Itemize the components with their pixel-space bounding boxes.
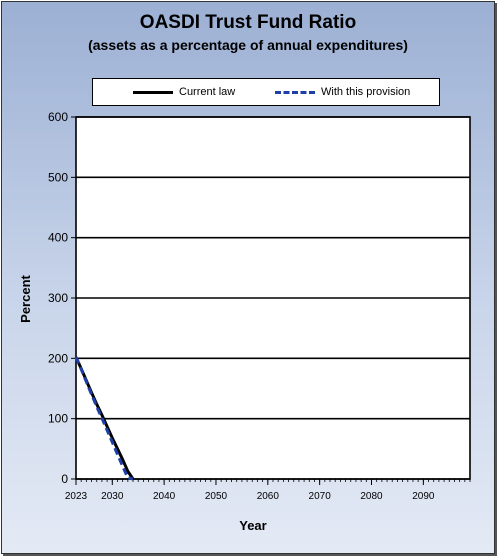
x-tick-label: 2080	[360, 491, 383, 502]
legend-item-with-provision: With this provision	[275, 79, 410, 105]
x-tick-label: 2030	[101, 491, 124, 502]
chart-title: OASDI Trust Fund Ratio	[139, 12, 357, 33]
x-axis-label: Year	[239, 518, 266, 533]
y-tick-label: 300	[48, 291, 68, 305]
chart-subtitle: (assets as a percentage of annual expend…	[88, 37, 408, 53]
line-chart: 0 100 200 300 400 500 600 2023 2030 2040 2050 2060 2…	[18, 110, 471, 533]
chart-legend: Current law With this provision	[92, 78, 440, 106]
legend-swatch-current-law	[133, 90, 173, 94]
y-tick-label: 200	[48, 351, 68, 365]
x-tick-label: 2050	[205, 491, 228, 502]
plot-border	[75, 116, 471, 480]
y-tick-label: 400	[48, 231, 68, 245]
y-tick-label: 100	[48, 412, 68, 426]
x-tick-label: 2040	[153, 491, 176, 502]
legend-label-with-provision: With this provision	[321, 86, 411, 98]
x-tick-label: 2023	[65, 491, 88, 502]
y-tick-label: 500	[48, 170, 68, 184]
legend-item-current-law: Current law	[133, 79, 235, 105]
legend-label-current-law: Current law	[179, 86, 236, 98]
y-tick-label: 0	[61, 472, 68, 486]
series-line-with-provision	[74, 356, 134, 481]
x-tick-label: 2060	[257, 491, 280, 502]
x-tick-label: 2090	[412, 491, 435, 502]
y-tick-label: 600	[48, 110, 68, 124]
y-axis-label: Percent	[18, 274, 33, 322]
x-tick-label: 2070	[309, 491, 332, 502]
legend-swatch-with-provision	[275, 90, 315, 94]
